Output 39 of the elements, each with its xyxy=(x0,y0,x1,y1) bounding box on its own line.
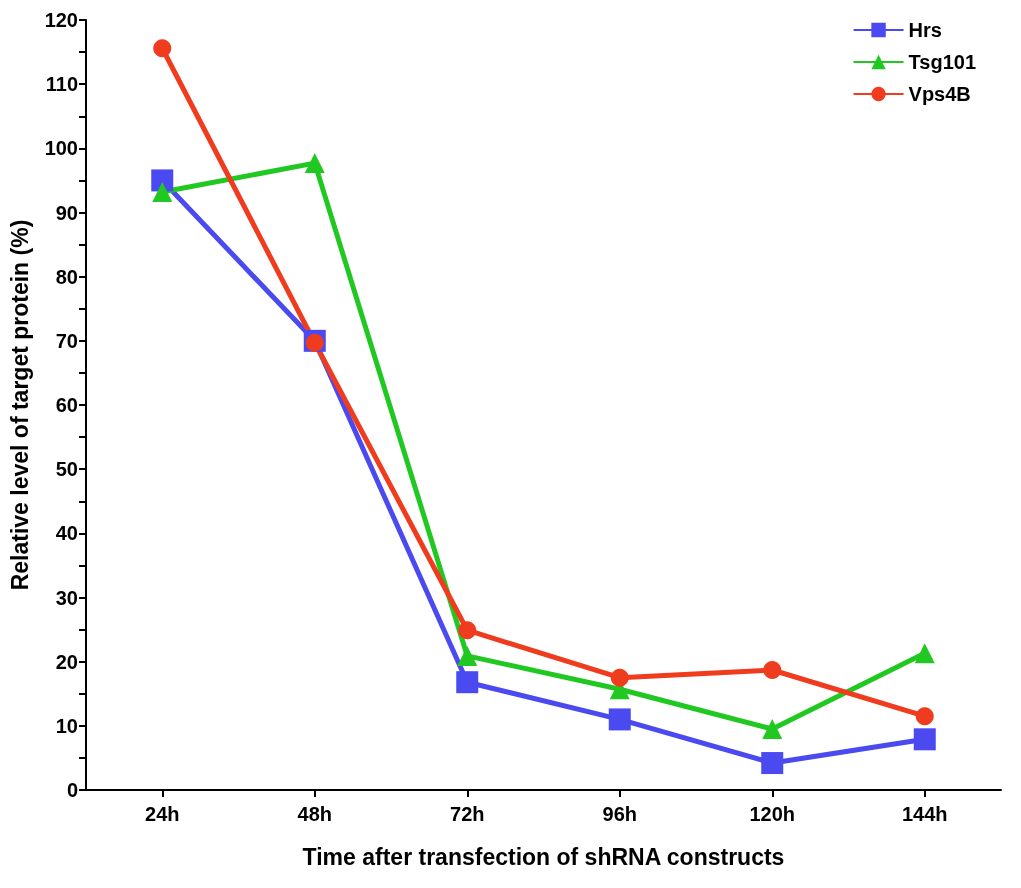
point xyxy=(153,39,172,58)
y-tick-label: 0 xyxy=(66,779,78,801)
point xyxy=(762,719,783,740)
point xyxy=(761,752,784,775)
point xyxy=(456,671,479,694)
point xyxy=(610,668,629,687)
x-tick-label: 96h xyxy=(602,803,637,825)
x-tick-label: 48h xyxy=(297,803,332,825)
y-tick-label: 50 xyxy=(55,458,78,481)
legend-label: Tsg101 xyxy=(908,51,977,73)
legend-label: Vps4B xyxy=(908,83,971,105)
x-tick-label: 144h xyxy=(901,803,948,825)
point xyxy=(914,643,935,664)
point xyxy=(304,153,325,174)
point xyxy=(458,621,477,640)
point xyxy=(152,181,173,202)
y-tick-label: 110 xyxy=(45,73,78,96)
x-tick-label: 72h xyxy=(450,803,485,825)
y-tick-label: 60 xyxy=(55,394,78,416)
point xyxy=(457,645,478,666)
y-tick-label: 120 xyxy=(44,9,78,31)
y-tick-label: 40 xyxy=(55,522,78,545)
y-axis-title: Relative level of target protein (%) xyxy=(6,219,33,591)
point xyxy=(763,661,782,679)
y-tick-label: 30 xyxy=(55,586,78,609)
x-tick-label: 24h xyxy=(145,803,180,825)
point xyxy=(151,169,174,192)
y-tick-label: 90 xyxy=(55,201,78,224)
y-tick-label: 100 xyxy=(44,137,78,160)
point xyxy=(915,707,934,726)
x-axis-title: Time after transfection of shRNA constructs xyxy=(302,843,785,870)
y-tick-label: 80 xyxy=(55,265,78,288)
legend-label: Hrs xyxy=(908,19,942,41)
x-tick-label: 120h xyxy=(749,803,796,825)
y-tick-label: 70 xyxy=(55,329,78,352)
y-tick-label: 20 xyxy=(55,650,78,673)
point xyxy=(608,708,631,731)
point xyxy=(913,728,936,751)
y-tick-label: 10 xyxy=(55,714,78,737)
